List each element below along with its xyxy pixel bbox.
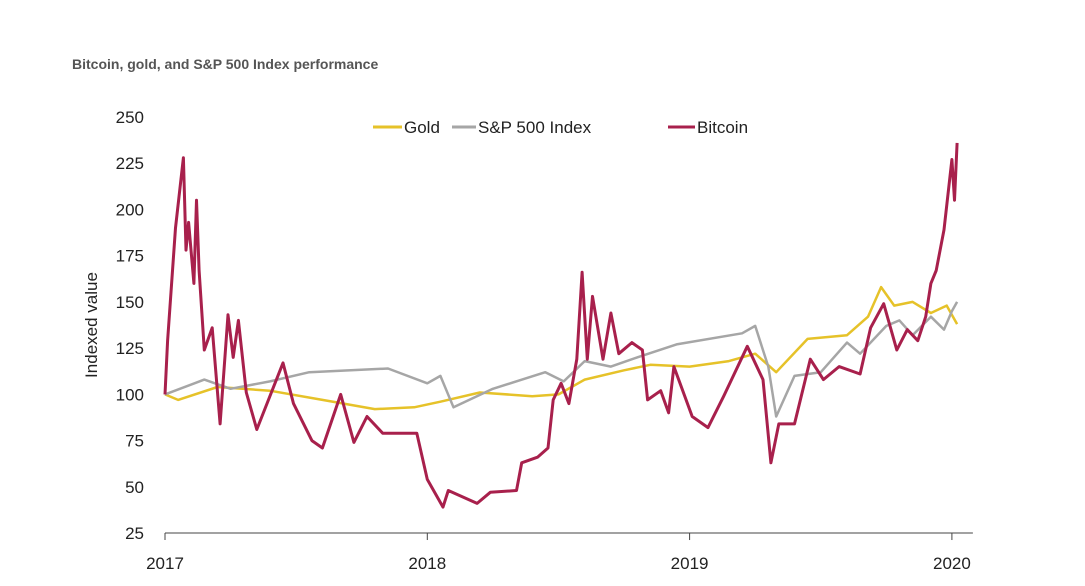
series-line-gold — [164, 285, 959, 411]
y-tick-label: 225 — [116, 154, 144, 173]
series-line-s-p-500-index — [164, 301, 959, 418]
x-tick-label: 2018 — [408, 554, 446, 573]
y-axis-label: Indexed value — [82, 272, 101, 378]
axes: 25 50 75 100 125 150 175 200 225 250 2017 2018 2019 2… — [116, 108, 973, 573]
y-tick-label: 100 — [116, 385, 144, 404]
x-tick-label: 2020 — [933, 554, 971, 573]
series-lines — [163, 142, 959, 509]
x-tick-label: 2017 — [146, 554, 184, 573]
x-tick-label: 2019 — [671, 554, 709, 573]
y-tick-label: 250 — [116, 108, 144, 127]
legend-label: Bitcoin — [697, 118, 748, 137]
legend: Gold S&P 500 Index Bitcoin — [373, 118, 748, 137]
y-tick-label: 200 — [116, 200, 144, 219]
y-tick-label: 175 — [116, 247, 144, 266]
y-tick-label: 50 — [125, 478, 144, 497]
legend-label: S&P 500 Index — [478, 118, 592, 137]
legend-label: Gold — [404, 118, 440, 137]
y-tick-label: 75 — [125, 432, 144, 451]
y-tick-label: 150 — [116, 293, 144, 312]
chart-title: Bitcoin, gold, and S&P 500 Index perform… — [72, 56, 379, 72]
y-tick-label: 125 — [116, 339, 144, 358]
y-tick-label: 25 — [125, 524, 144, 543]
series-line-bitcoin — [163, 142, 959, 509]
